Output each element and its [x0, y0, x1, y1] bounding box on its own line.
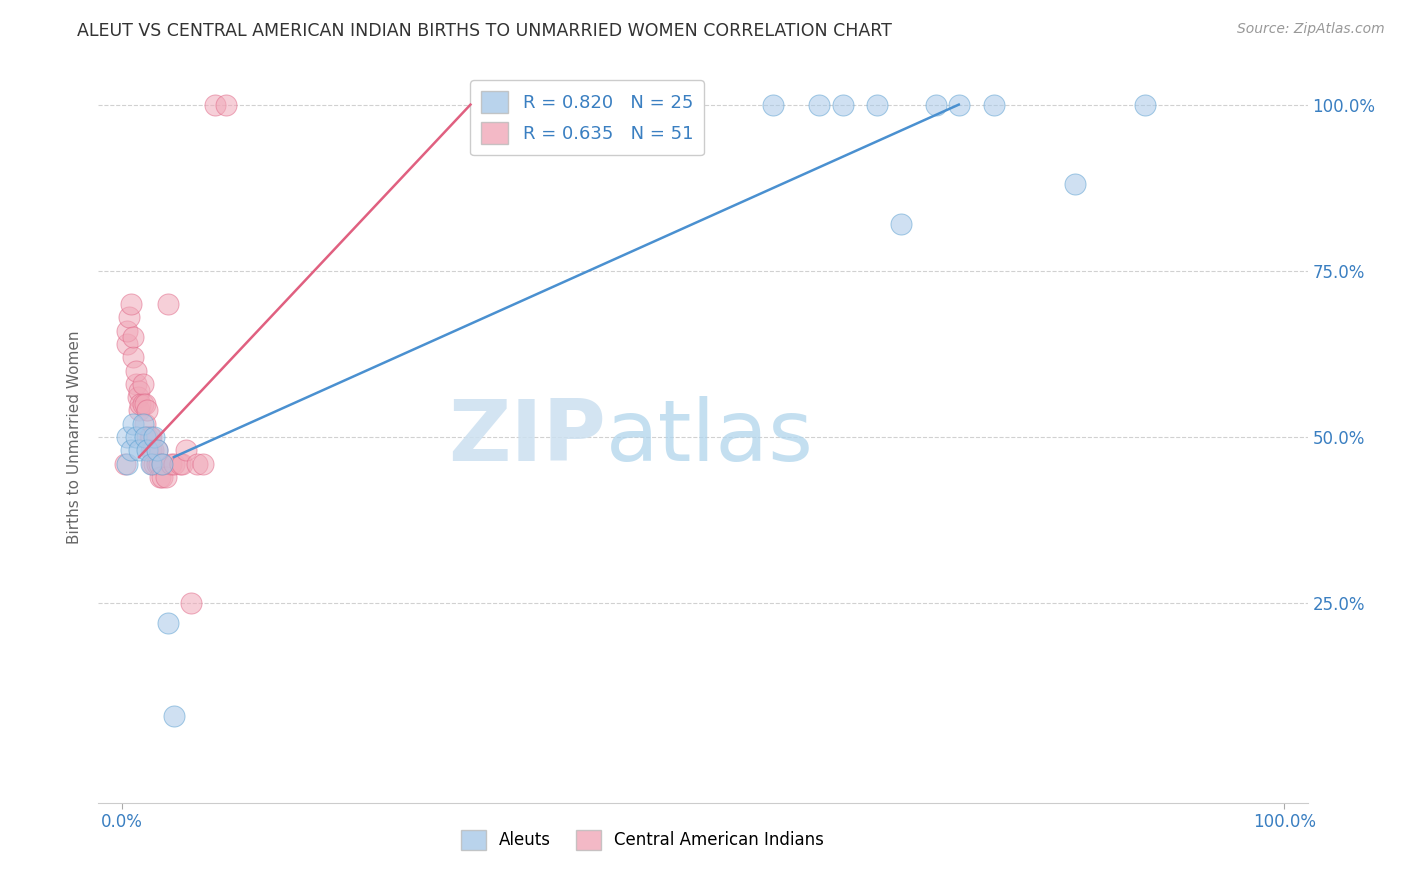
- Point: [122, 330, 145, 344]
- Point: [122, 351, 145, 365]
- Point: [831, 97, 853, 112]
- Point: [143, 430, 166, 444]
- Text: ZIP: ZIP: [449, 395, 606, 479]
- Point: [1133, 97, 1156, 112]
- Point: [150, 470, 173, 484]
- Point: [145, 443, 167, 458]
- Point: [1064, 178, 1087, 192]
- Point: [150, 457, 173, 471]
- Point: [215, 97, 238, 112]
- Point: [148, 457, 170, 471]
- Point: [169, 457, 191, 471]
- Point: [157, 297, 180, 311]
- Point: [174, 443, 197, 458]
- Point: [924, 97, 946, 112]
- Point: [610, 97, 633, 112]
- Point: [139, 430, 162, 444]
- Point: [983, 97, 1005, 112]
- Point: [866, 97, 889, 112]
- Point: [482, 97, 505, 112]
- Point: [128, 384, 150, 398]
- Point: [157, 616, 180, 631]
- Point: [124, 376, 146, 391]
- Point: [808, 97, 831, 112]
- Point: [136, 430, 159, 444]
- Point: [186, 457, 208, 471]
- Point: [128, 443, 150, 458]
- Text: ALEUT VS CENTRAL AMERICAN INDIAN BIRTHS TO UNMARRIED WOMEN CORRELATION CHART: ALEUT VS CENTRAL AMERICAN INDIAN BIRTHS …: [77, 22, 893, 40]
- Point: [575, 97, 598, 112]
- Point: [122, 417, 145, 431]
- Legend: Aleuts, Central American Indians: Aleuts, Central American Indians: [454, 823, 831, 856]
- Point: [599, 97, 621, 112]
- Y-axis label: Births to Unmarried Women: Births to Unmarried Women: [67, 330, 83, 544]
- Point: [136, 443, 159, 458]
- Point: [145, 443, 167, 458]
- Point: [131, 376, 153, 391]
- Point: [143, 457, 166, 471]
- Point: [139, 443, 162, 458]
- Point: [136, 403, 159, 417]
- Point: [124, 363, 146, 377]
- Point: [117, 337, 139, 351]
- Point: [139, 457, 162, 471]
- Point: [948, 97, 970, 112]
- Point: [762, 97, 785, 112]
- Point: [120, 443, 142, 458]
- Point: [134, 417, 156, 431]
- Point: [191, 457, 214, 471]
- Point: [890, 217, 912, 231]
- Point: [204, 97, 226, 112]
- Point: [540, 97, 562, 112]
- Point: [180, 596, 202, 610]
- Point: [124, 430, 146, 444]
- Point: [117, 457, 139, 471]
- Point: [163, 709, 186, 723]
- Point: [117, 430, 139, 444]
- Point: [621, 97, 644, 112]
- Point: [163, 457, 186, 471]
- Point: [149, 470, 172, 484]
- Point: [564, 97, 586, 112]
- Point: [138, 430, 160, 444]
- Point: [155, 470, 177, 484]
- Point: [142, 443, 165, 458]
- Point: [517, 97, 540, 112]
- Point: [134, 397, 156, 411]
- Point: [127, 390, 149, 404]
- Point: [131, 417, 153, 431]
- Point: [134, 430, 156, 444]
- Point: [172, 457, 194, 471]
- Point: [117, 324, 139, 338]
- Point: [145, 457, 167, 471]
- Text: atlas: atlas: [606, 395, 814, 479]
- Point: [129, 397, 152, 411]
- Point: [150, 457, 173, 471]
- Point: [131, 397, 153, 411]
- Point: [128, 403, 150, 417]
- Point: [118, 310, 141, 325]
- Point: [114, 457, 136, 471]
- Point: [159, 457, 181, 471]
- Point: [120, 297, 142, 311]
- Point: [141, 457, 163, 471]
- Text: Source: ZipAtlas.com: Source: ZipAtlas.com: [1237, 22, 1385, 37]
